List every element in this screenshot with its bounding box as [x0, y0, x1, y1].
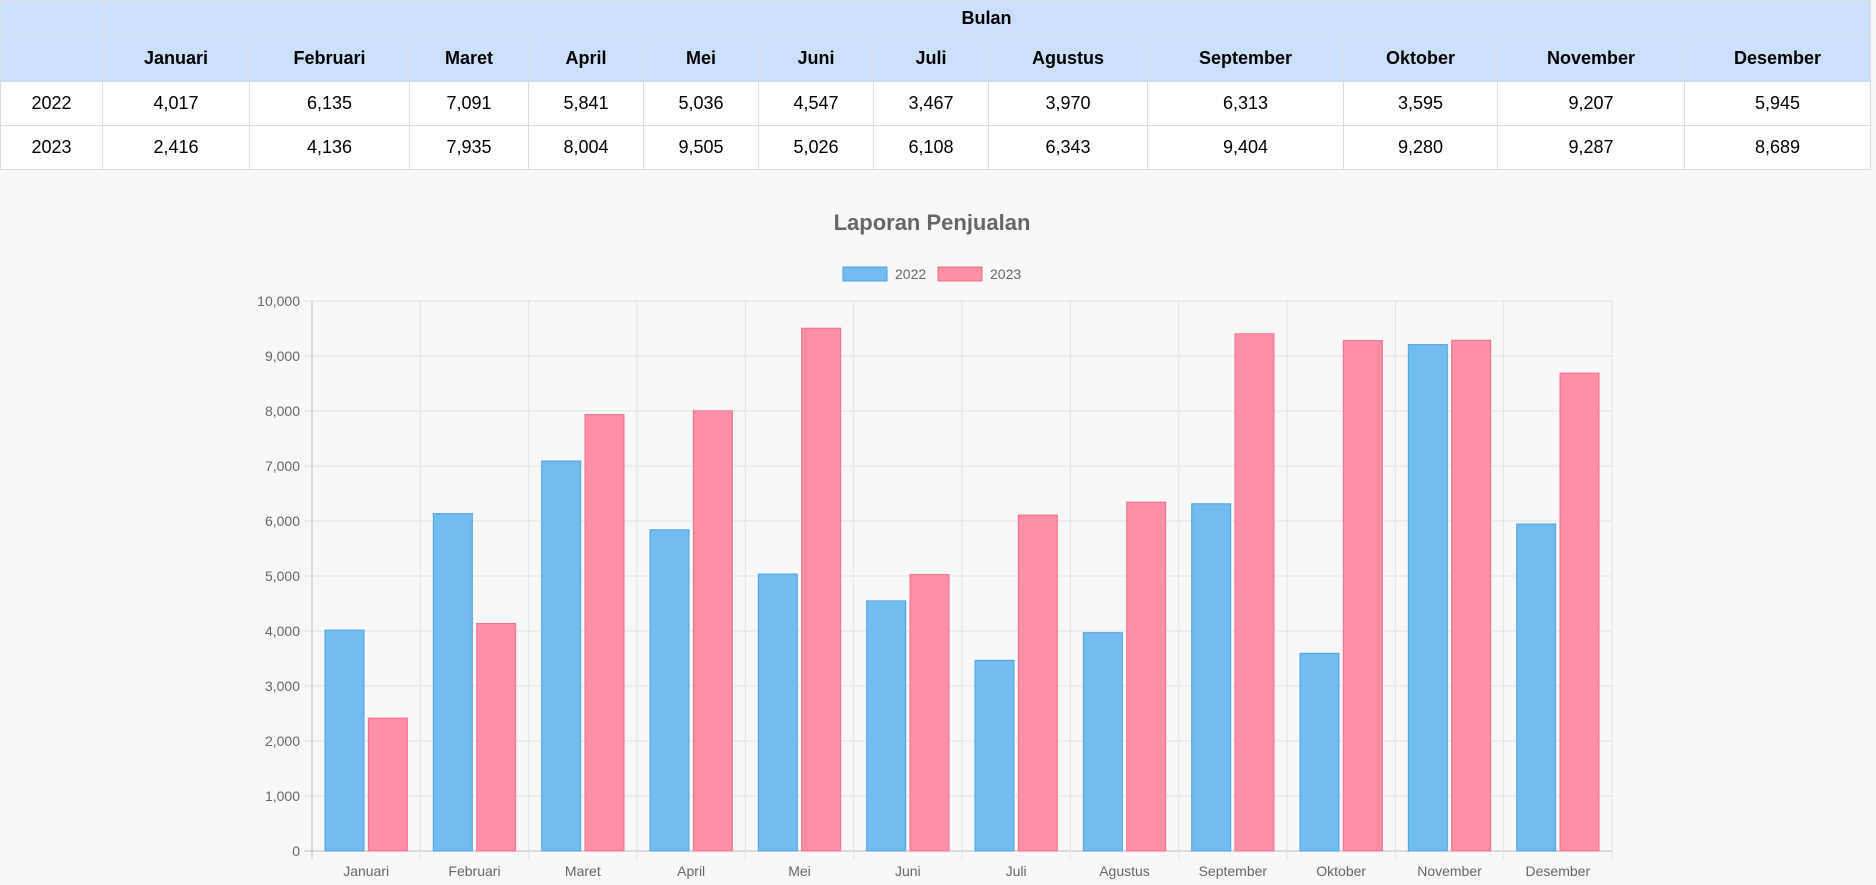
bar-2022-November — [1407, 344, 1448, 852]
table-group-header: Bulan — [101, 0, 1872, 36]
table-value-cell: 9,207 — [1497, 81, 1685, 126]
sales-table: Bulan Januari Februari Maret April Mei Juni Ju… — [0, 0, 1872, 170]
table-value-cell: 4,017 — [102, 81, 250, 126]
bar-2023-September — [1234, 333, 1275, 852]
table-month-header: Juli — [873, 35, 989, 82]
table-value-cell: 5,841 — [528, 81, 644, 126]
bar-2022-April — [649, 529, 690, 852]
table-month-header: November — [1497, 35, 1685, 82]
bar-2022-Juni — [866, 600, 907, 852]
bar-2023-Agustus — [1126, 501, 1167, 852]
bar-2023-Februari — [476, 623, 517, 852]
bar-2022-Februari — [432, 513, 473, 852]
y-tick-label: 10,000 — [257, 293, 300, 309]
table-value-cell: 4,136 — [249, 125, 410, 170]
bar-2023-Oktober — [1342, 340, 1383, 852]
bar-2023-Juli — [1017, 514, 1058, 852]
y-tick-label: 4,000 — [265, 623, 300, 639]
table-value-cell: 6,343 — [988, 125, 1148, 170]
table-corner-cell — [0, 35, 103, 82]
table-value-cell: 5,036 — [643, 81, 759, 126]
table-corner-cell — [0, 0, 103, 36]
x-tick-label: Februari — [448, 863, 500, 879]
table-value-cell: 9,404 — [1147, 125, 1344, 170]
table-month-header: Februari — [249, 35, 410, 82]
table-month-header: September — [1147, 35, 1344, 82]
bar-2022-Maret — [541, 460, 582, 852]
bar-2023-Maret — [584, 414, 625, 852]
sales-table-container: Bulan Januari Februari Maret April Mei Juni Ju… — [0, 0, 1872, 170]
legend-swatch-2022 — [842, 266, 888, 282]
x-tick-label: September — [1199, 863, 1268, 879]
bar-2023-Juni — [909, 574, 950, 852]
table-row: 2023 2,416 4,136 7,935 8,004 9,505 5,026 6,108 6… — [0, 125, 1872, 170]
y-tick-label: 3,000 — [265, 678, 300, 694]
legend-swatch-2023 — [937, 266, 983, 282]
table-month-header: April — [528, 35, 644, 82]
table-value-cell: 6,313 — [1147, 81, 1344, 126]
table-month-header: Januari — [102, 35, 250, 82]
table-value-cell: 2,416 — [102, 125, 250, 170]
table-value-cell: 5,026 — [758, 125, 874, 170]
table-value-cell: 9,280 — [1343, 125, 1498, 170]
x-tick-label: Mei — [788, 863, 811, 879]
y-tick-label: 8,000 — [265, 403, 300, 419]
legend-label: 2023 — [990, 266, 1021, 282]
x-tick-label: Januari — [343, 863, 389, 879]
table-value-cell: 3,595 — [1343, 81, 1498, 126]
y-tick-label: 7,000 — [265, 458, 300, 474]
bar-2022-Januari — [324, 629, 365, 852]
y-tick-label: 6,000 — [265, 513, 300, 529]
table-month-header: Agustus — [988, 35, 1148, 82]
table-value-cell: 4,547 — [758, 81, 874, 126]
bar-2022-September — [1191, 503, 1232, 852]
table-value-cell: 3,467 — [873, 81, 989, 126]
table-month-header: Oktober — [1343, 35, 1498, 82]
y-tick-label: 0 — [292, 843, 300, 859]
table-row: 2022 4,017 6,135 7,091 5,841 5,036 4,547 3,467 3… — [0, 81, 1872, 126]
x-tick-label: Maret — [565, 863, 601, 879]
table-value-cell: 6,108 — [873, 125, 989, 170]
x-tick-label: April — [677, 863, 705, 879]
table-value-cell: 7,935 — [409, 125, 529, 170]
x-tick-label: Agustus — [1099, 863, 1150, 879]
table-value-cell: 6,135 — [249, 81, 410, 126]
table-value-cell: 8,004 — [528, 125, 644, 170]
table-month-header: Desember — [1683, 35, 1872, 82]
table-value-cell: 9,505 — [643, 125, 759, 170]
bar-2023-Januari — [367, 717, 408, 852]
table-value-cell: 9,287 — [1497, 125, 1685, 170]
bar-2023-Desember — [1559, 372, 1600, 852]
bar-2023-Mei — [801, 327, 842, 852]
y-tick-label: 9,000 — [265, 348, 300, 364]
table-value-cell: 5,945 — [1683, 81, 1872, 126]
x-tick-label: Desember — [1526, 863, 1591, 879]
bar-2022-Oktober — [1299, 652, 1340, 852]
bar-2022-Mei — [757, 573, 798, 852]
table-month-header: Mei — [643, 35, 759, 82]
bar-2022-Desember — [1516, 523, 1557, 852]
table-month-header: Maret — [409, 35, 529, 82]
table-year-cell: 2022 — [0, 81, 103, 126]
x-tick-label: November — [1417, 863, 1482, 879]
chart-title: Laporan Penjualan — [834, 210, 1031, 235]
bar-2022-Juli — [974, 659, 1015, 852]
sales-chart-area: Laporan Penjualan 2022 2023 0 1,000 2,000 3,00… — [0, 170, 1876, 885]
y-tick-label: 2,000 — [265, 733, 300, 749]
x-tick-label: Juni — [895, 863, 921, 879]
bar-2023-April — [692, 410, 733, 852]
table-value-cell: 8,689 — [1683, 125, 1872, 170]
table-month-header: Juni — [758, 35, 874, 82]
bar-2022-Agustus — [1082, 632, 1123, 852]
bar-2023-November — [1451, 339, 1492, 852]
x-tick-label: Juli — [1006, 863, 1027, 879]
x-tick-label: Oktober — [1316, 863, 1366, 879]
sales-chart: Laporan Penjualan 2022 2023 0 1,000 2,000 3,00… — [257, 210, 1613, 879]
legend-label: 2022 — [895, 266, 926, 282]
table-value-cell: 3,970 — [988, 81, 1148, 126]
y-tick-label: 5,000 — [265, 568, 300, 584]
y-tick-label: 1,000 — [265, 788, 300, 804]
table-year-cell: 2023 — [0, 125, 103, 170]
table-value-cell: 7,091 — [409, 81, 529, 126]
